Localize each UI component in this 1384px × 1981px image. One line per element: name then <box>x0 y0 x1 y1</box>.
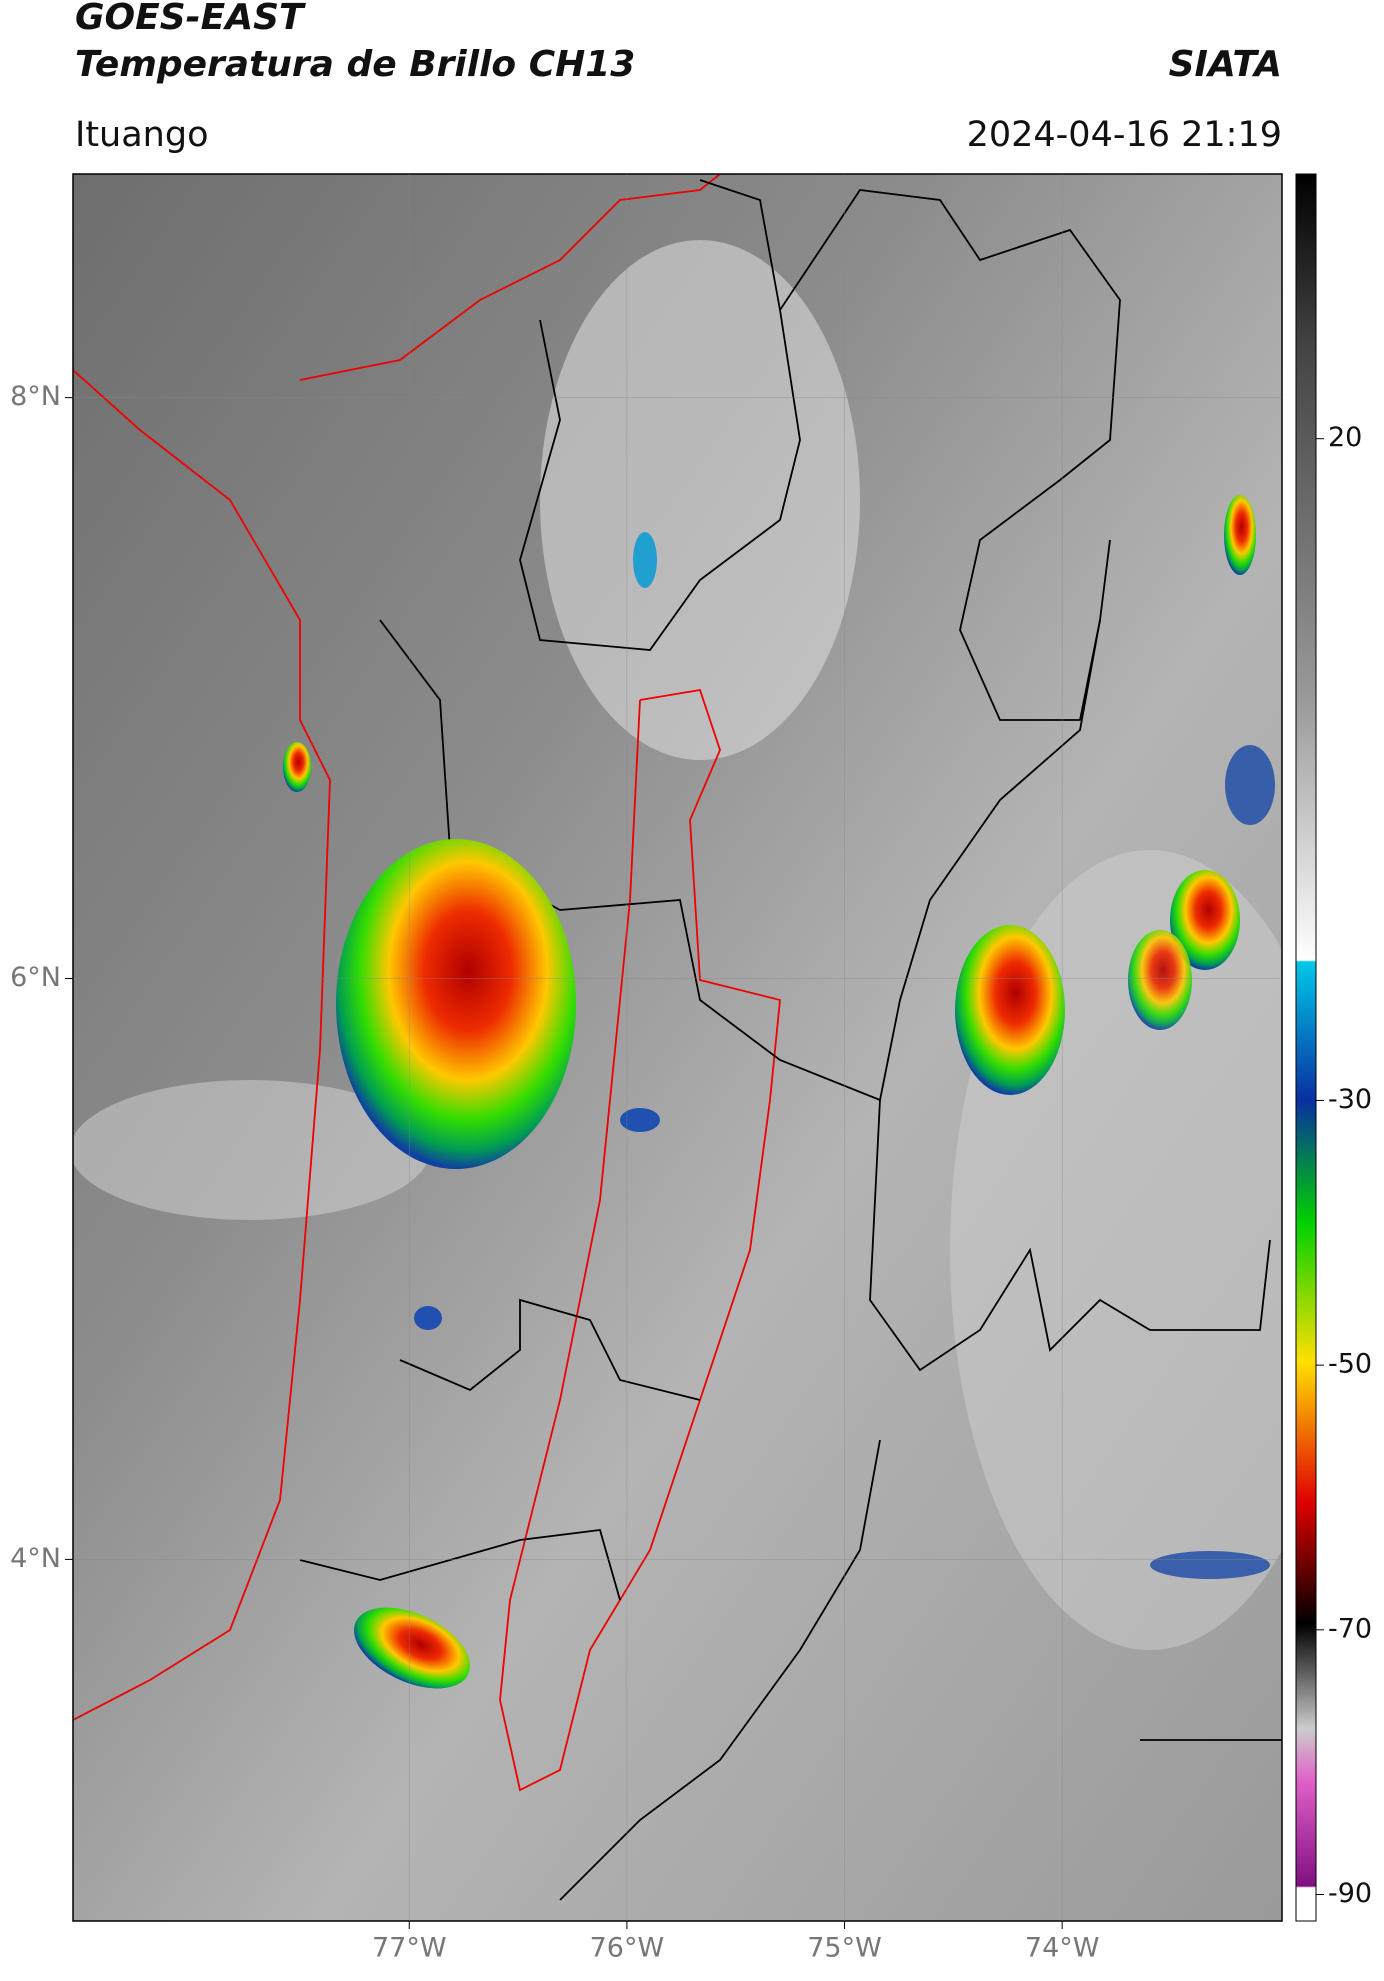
datetime: 2024-04-16 21:19 <box>967 115 1282 155</box>
title: GOES-EAST <box>75 0 306 38</box>
x-tick-label: 75°W <box>807 1933 882 1964</box>
colorbar-tick-label: -90 <box>1328 1878 1372 1909</box>
colorbar-tick-label: -70 <box>1328 1613 1372 1644</box>
x-tick-label: 76°W <box>590 1933 665 1964</box>
colorbar <box>1295 173 1317 1922</box>
y-tick-label: 8°N <box>10 381 61 412</box>
colorbar-tick-label: -50 <box>1328 1349 1372 1380</box>
subtitle: Temperatura de Brillo CH13 <box>75 44 635 85</box>
x-tick-label: 74°W <box>1025 1933 1100 1964</box>
brand: SIATA <box>1169 44 1282 85</box>
map <box>73 174 1282 1921</box>
location: Ituango <box>75 115 209 155</box>
storm-cell <box>336 839 576 1169</box>
colorbar-tick-label: 20 <box>1328 422 1362 453</box>
colorbar-tick-label: -30 <box>1328 1084 1372 1115</box>
y-tick-label: 6°N <box>10 962 61 993</box>
y-tick-label: 4°N <box>10 1543 61 1574</box>
x-tick-label: 77°W <box>372 1933 447 1964</box>
map-frame <box>72 173 1283 1922</box>
